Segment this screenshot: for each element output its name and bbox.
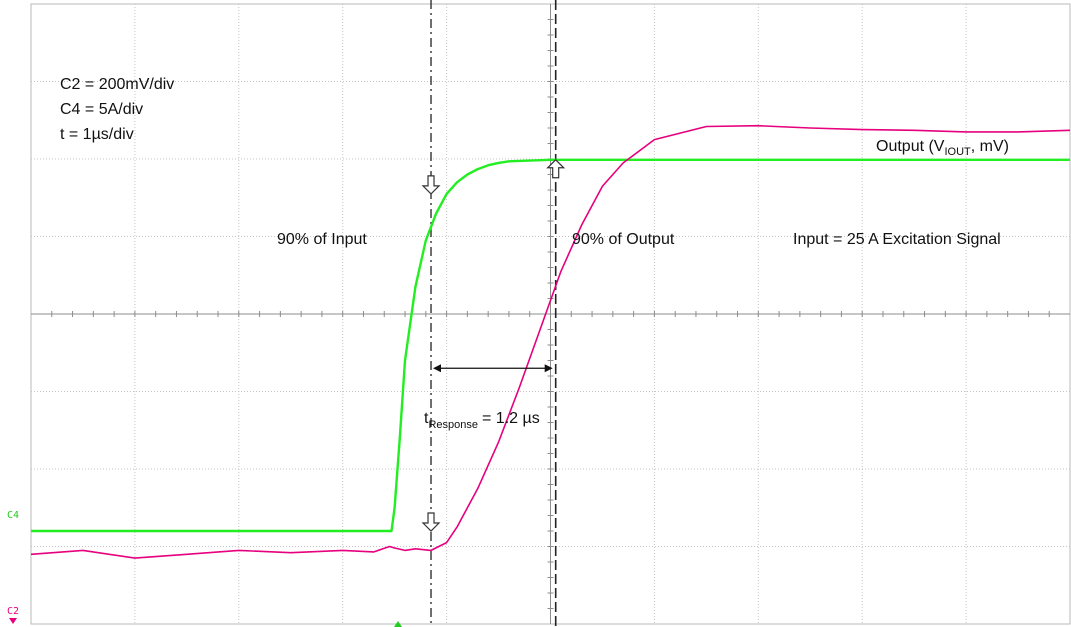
input-90-label: 90% of Input bbox=[277, 231, 367, 248]
setting-c4: C4 = 5A/div bbox=[60, 101, 143, 118]
channel-marker-c4: C4 bbox=[7, 510, 19, 521]
input-90-arrow-icon bbox=[421, 175, 441, 195]
response-arrow-left-icon bbox=[433, 364, 442, 373]
output-90-label: 90% of Output bbox=[572, 231, 675, 248]
input-trace bbox=[31, 158, 1070, 533]
setting-c2: C2 = 200mV/div bbox=[60, 76, 174, 93]
traces bbox=[30, 124, 1071, 559]
c2-ground-arrow-icon bbox=[9, 618, 17, 624]
output-label-suffix: , mV) bbox=[971, 138, 1009, 155]
response-value: = 1.2 µs bbox=[482, 410, 540, 427]
input-start-arrow-icon bbox=[421, 512, 441, 532]
trigger-marker-icon bbox=[394, 621, 402, 627]
response-subscript: Response bbox=[428, 419, 478, 431]
response-prefix: t bbox=[424, 410, 429, 427]
output-series-label: Output (VIOUT, mV) bbox=[876, 138, 1009, 158]
output-label-main: Output (V bbox=[876, 138, 945, 155]
input-series-label: Input = 25 A Excitation Signal bbox=[793, 231, 1001, 248]
output-label-subscript: IOUT bbox=[944, 146, 971, 158]
setting-time: t = 1µs/div bbox=[60, 126, 134, 143]
response-arrow-right-icon bbox=[544, 364, 553, 373]
channel-marker-c2: C2 bbox=[7, 606, 19, 617]
response-time-label: tResponse = 1.2 µs bbox=[424, 410, 540, 431]
output-trace bbox=[30, 124, 1071, 559]
cursor-lines bbox=[430, 0, 557, 627]
output-90-arrow-icon bbox=[546, 158, 566, 179]
event-markers bbox=[421, 158, 566, 532]
